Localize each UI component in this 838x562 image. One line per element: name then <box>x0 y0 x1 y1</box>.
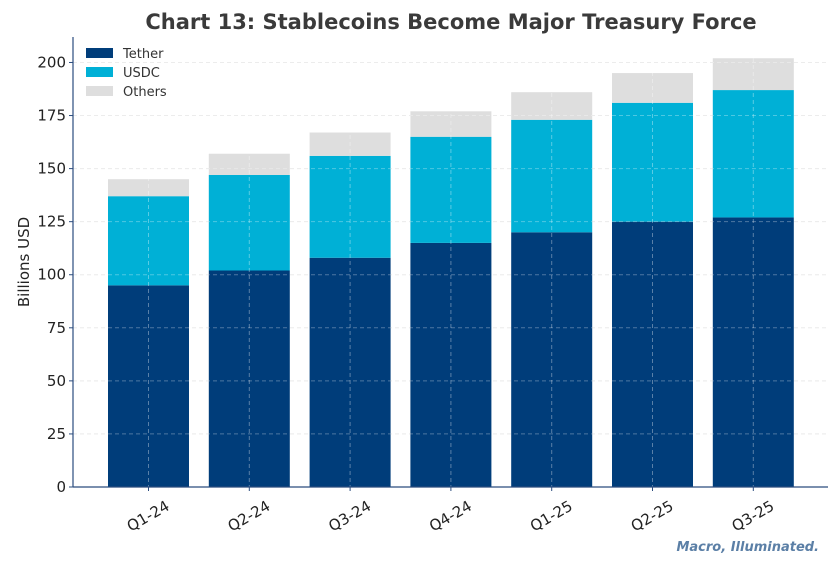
bar-usdc-q3-25 <box>712 90 794 218</box>
bar-tether-q1-24 <box>108 285 189 487</box>
bar-others-q2-25 <box>612 73 693 103</box>
x-tick-label: Q3-24 <box>325 497 374 536</box>
x-tick-label: Q1-25 <box>527 497 576 536</box>
y-tick-label: 25 <box>47 425 66 443</box>
bar-usdc-q4-24 <box>410 136 492 243</box>
bar-usdc-q2-24 <box>208 174 290 271</box>
bar-usdc-q1-25 <box>511 119 593 233</box>
y-tick-label: 200 <box>37 53 66 71</box>
x-tick-label: Q2-25 <box>628 497 677 536</box>
legend-label-tether: Tether <box>122 47 164 62</box>
x-tick-label: Q2-24 <box>225 497 274 536</box>
legend-swatch-usdc <box>86 67 113 77</box>
y-axis-label: Billions USD <box>15 217 33 307</box>
y-tick-label: 150 <box>37 160 66 178</box>
y-tick-label: 100 <box>37 266 66 284</box>
x-tick-label: Q4-24 <box>426 497 475 536</box>
bar-others-q3-24 <box>309 132 391 156</box>
legend-swatch-tether <box>86 48 113 58</box>
bar-tether-q3-24 <box>309 257 391 487</box>
legend: Tether USDC Others <box>86 47 167 100</box>
bar-others-q2-24 <box>208 153 290 175</box>
y-tick-label: 75 <box>47 319 66 337</box>
bar-usdc-q1-24 <box>108 196 189 286</box>
bar-others-q3-25 <box>712 58 794 91</box>
y-tick-label: 175 <box>37 107 66 125</box>
legend-swatch-others <box>86 86 113 96</box>
bar-tether-q2-25 <box>612 221 693 488</box>
watermark: Macro, Illuminated. <box>676 540 819 555</box>
bars <box>108 58 794 488</box>
vertical-grid-overlay <box>73 37 828 487</box>
bar-usdc-q3-24 <box>309 155 391 258</box>
y-tick-label: 50 <box>47 372 66 390</box>
bar-others-q1-24 <box>108 179 189 197</box>
y-tick-label: 125 <box>37 213 66 231</box>
bar-tether-q4-24 <box>410 242 492 487</box>
legend-label-usdc: USDC <box>123 66 160 81</box>
x-tick-label: Q1-24 <box>124 497 173 536</box>
chart-title: Chart 13: Stablecoins Become Major Treas… <box>145 10 756 34</box>
bar-tether-q3-25 <box>712 217 794 487</box>
bar-usdc-q2-25 <box>612 102 693 222</box>
bar-tether-q1-25 <box>511 232 593 487</box>
y-tick-labels: 0 25 50 75 100 125 150 175 200 <box>37 53 73 496</box>
bar-others-q4-24 <box>410 111 492 137</box>
y-tick-label: 0 <box>56 478 66 496</box>
bar-tether-q2-24 <box>208 270 290 487</box>
x-tick-labels: Q1-24 Q2-24 Q3-24 Q4-24 Q1-25 Q2-25 Q3-25 <box>124 487 778 536</box>
x-tick-label: Q3-25 <box>729 497 778 536</box>
bar-others-q1-25 <box>511 92 593 120</box>
legend-label-others: Others <box>123 85 167 100</box>
